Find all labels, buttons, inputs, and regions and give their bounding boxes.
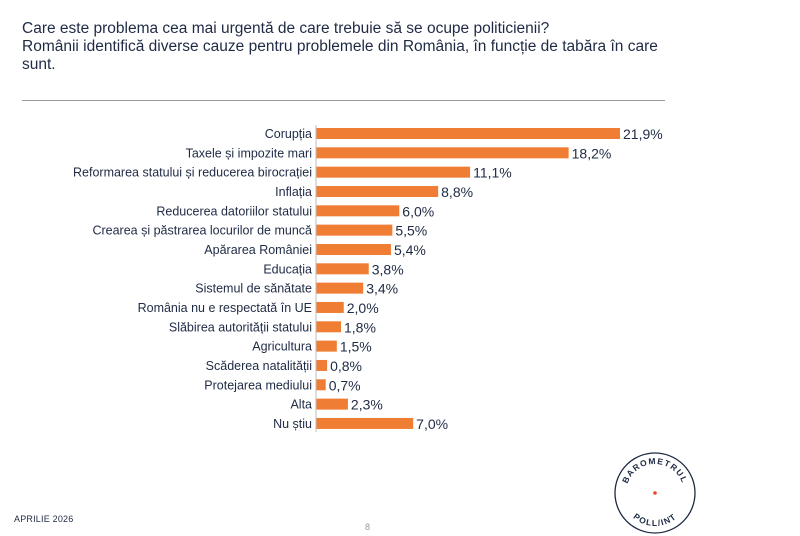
category-label-nu-stiu: Nu știu [273, 417, 312, 431]
value-label-inflatia: 8,8% [441, 184, 473, 200]
category-label-agricultura: Agricultura [252, 340, 312, 354]
value-label-reformarea-statului-si-reducerea-birocratiei: 11,1% [473, 165, 512, 181]
value-label-reducerea-datoriilor-statului: 6,0% [402, 203, 434, 219]
bar-slabirea-autoritatii-statului [316, 321, 341, 333]
value-label-apararea-romaniei: 5,4% [394, 242, 426, 258]
value-label-romania-nu-e-respectata-in-ue: 2,0% [347, 300, 379, 316]
value-label-nu-stiu: 7,0% [416, 416, 448, 432]
category-label-crearea-si-pastrarea-locurilor-de-munca: Crearea și păstrarea locurilor de muncă [92, 224, 312, 238]
category-label-slabirea-autoritatii-statului: Slăbirea autorității statului [169, 320, 312, 334]
page-number: 8 [365, 522, 371, 532]
bar-educatia [316, 263, 369, 275]
category-label-romania-nu-e-respectata-in-ue: România nu e respectată în UE [138, 301, 312, 315]
bar-nu-stiu [316, 417, 414, 429]
bar-apararea-romaniei [316, 243, 391, 255]
bar-reducerea-datoriilor-statului [316, 205, 400, 217]
bar-agricultura [316, 340, 337, 352]
page-title: Care este problema cea mai urgentă de ca… [22, 20, 550, 37]
bar-coruptia [316, 128, 620, 139]
value-label-taxele-si-impozite-mari: 18,2% [572, 145, 612, 161]
value-label-slabirea-autoritatii-statului: 1,8% [344, 319, 376, 335]
category-label-scaderea-natalitatii: Scăderea natalității [206, 359, 312, 373]
value-label-agricultura: 1,5% [340, 339, 372, 355]
category-label-sistemul-de-sanatate: Sistemul de sănătate [195, 282, 312, 296]
bar-inflatia [316, 185, 439, 197]
page-subtitle-continued: sunt. [22, 56, 56, 73]
value-label-crearea-si-pastrarea-locurilor-de-munca: 5,5% [395, 223, 427, 239]
bar-romania-nu-e-respectata-in-ue [316, 301, 344, 313]
bar-reformarea-statului-si-reducerea-birocratiei [316, 166, 471, 178]
value-label-coruptia: 21,9% [623, 126, 663, 142]
report-date: APRILIE 2026 [14, 514, 74, 524]
value-label-sistemul-de-sanatate: 3,4% [366, 281, 398, 297]
title-divider [22, 100, 665, 101]
logo-top-text: BAROMETRUL [620, 456, 690, 485]
title-block: Care este problema cea mai urgentă de ca… [22, 20, 672, 74]
logo-bottom-text: POLL/INT [632, 511, 679, 528]
category-label-taxele-si-impozite-mari: Taxele și impozite mari [186, 146, 312, 160]
category-label-apararea-romaniei: Apărarea României [204, 243, 312, 257]
category-label-alta: Alta [290, 398, 312, 412]
category-label-inflatia: Inflația [275, 185, 312, 199]
bar-sistemul-de-sanatate [316, 282, 364, 294]
value-label-alta: 2,3% [351, 397, 383, 413]
category-label-coruptia: Corupția [265, 127, 312, 141]
bar-alta [316, 398, 348, 410]
value-label-scaderea-natalitatii: 0,8% [330, 358, 362, 374]
bar-crearea-si-pastrarea-locurilor-de-munca [316, 224, 393, 236]
page-subtitle: Românii identifică diverse cauze pentru … [22, 38, 658, 55]
logo-dot [653, 491, 657, 495]
value-label-protejarea-mediului: 0,7% [329, 377, 361, 393]
category-label-educatia: Educația [263, 262, 312, 276]
category-label-reducerea-datoriilor-statului: Reducerea datoriilor statului [156, 204, 312, 218]
bar-scaderea-natalitatii [316, 359, 328, 371]
bar-protejarea-mediului [316, 379, 326, 391]
category-label-reformarea-statului-si-reducerea-birocratiei: Reformarea statului și reducerea birocra… [73, 166, 312, 180]
bar-taxele-si-impozite-mari [316, 147, 569, 159]
value-label-educatia: 3,8% [372, 261, 404, 277]
barometrul-logo: BAROMETRUL POLL/INT [614, 452, 696, 534]
category-label-protejarea-mediului: Protejarea mediului [204, 378, 312, 392]
